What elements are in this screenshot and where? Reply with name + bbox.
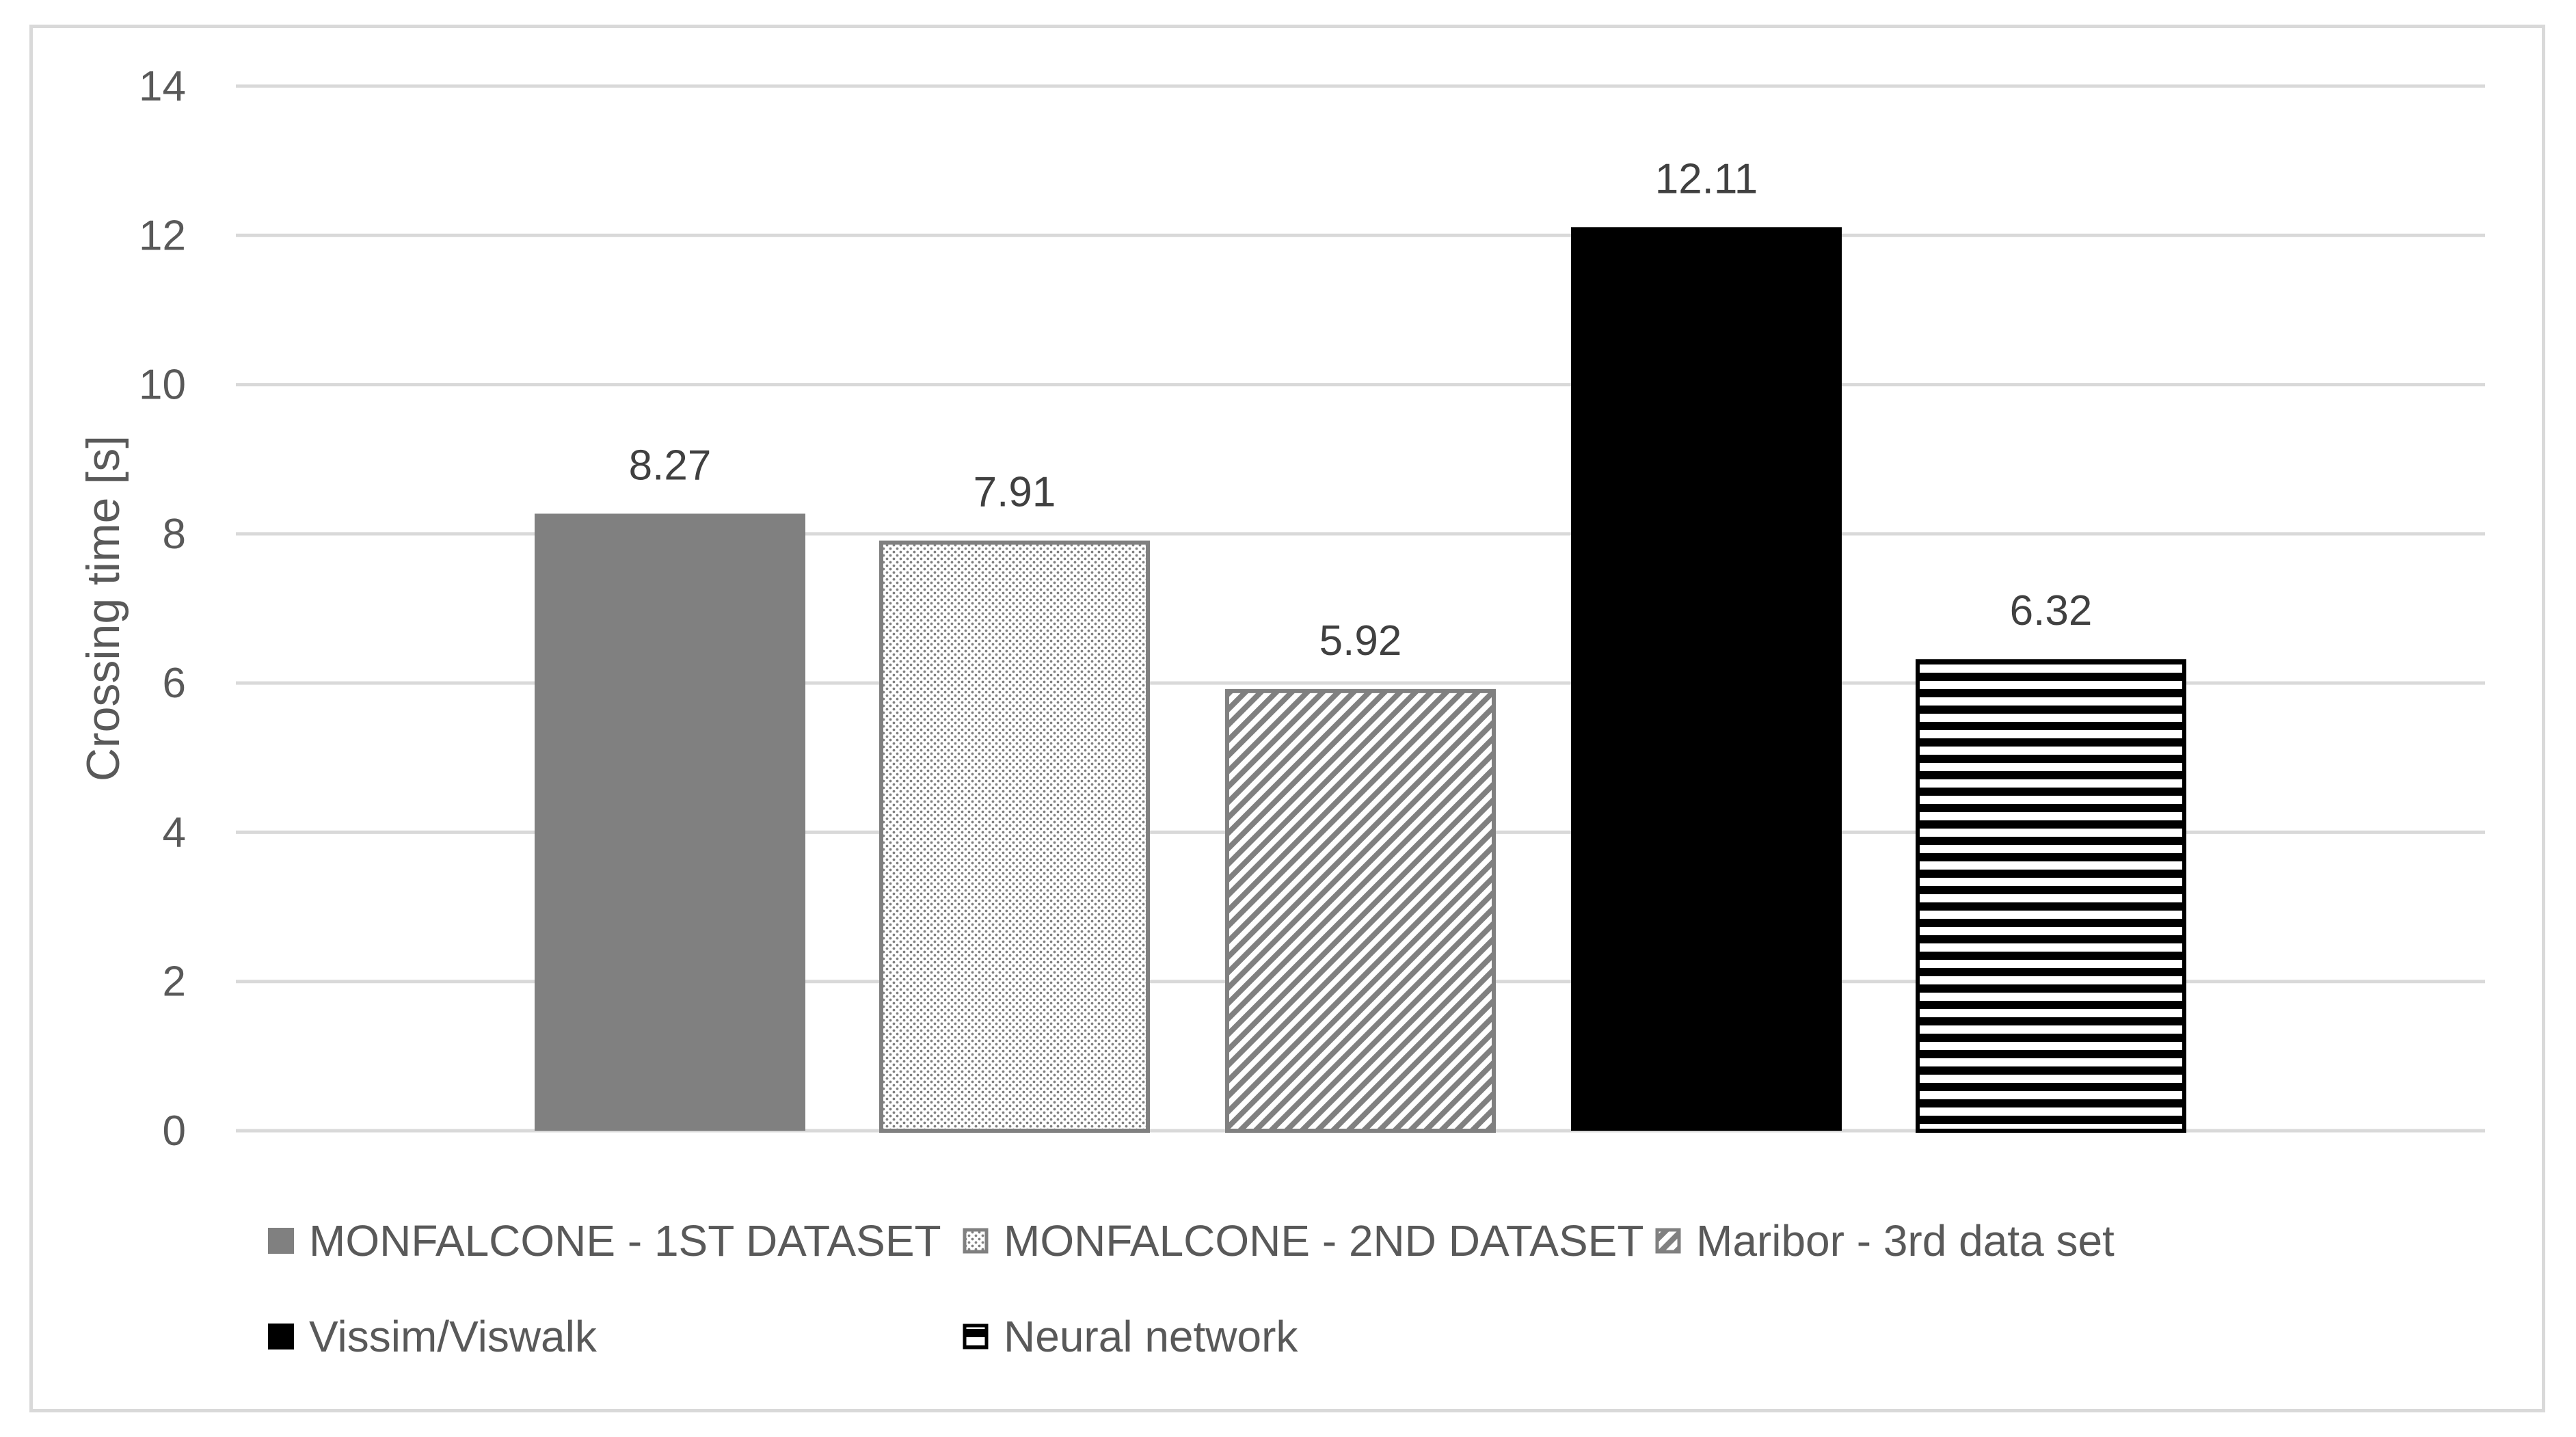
y-tick-label: 14	[139, 63, 186, 110]
y-tick-label: 2	[163, 958, 186, 1006]
y-tick-label: 6	[163, 660, 186, 707]
y-tick-label: 0	[163, 1107, 186, 1155]
legend-label-2: MONFALCONE - 2ND DATASET	[1004, 1216, 1643, 1265]
legend: MONFALCONE - 1ST DATASET MONFALCONE - 2ND…	[268, 1216, 2115, 1361]
legend-label-1: MONFALCONE - 1ST DATASET	[309, 1216, 941, 1265]
y-tick-label: 12	[139, 212, 186, 259]
bar-2	[879, 540, 1150, 1133]
bar-4	[1571, 227, 1842, 1131]
y-axis-ticks: 0 2 4 6 8 10 12 14	[139, 63, 186, 1155]
legend-swatch-2	[963, 1228, 989, 1254]
data-label-5: 6.32	[2010, 587, 2093, 634]
y-axis-title: Crossing time [s]	[77, 435, 129, 781]
legend-label-5: Neural network	[1004, 1312, 1298, 1361]
data-label-1: 8.27	[629, 442, 712, 489]
legend-swatch-5	[963, 1324, 989, 1349]
y-tick-label: 8	[163, 511, 186, 558]
bar-3	[1225, 688, 1496, 1133]
data-label-4: 12.11	[1655, 155, 1758, 202]
data-labels: 8.27 7.91 5.92 12.11 6.32	[629, 155, 2093, 664]
bar-1	[535, 513, 805, 1131]
bar-5	[1916, 659, 2186, 1133]
data-label-3: 5.92	[1319, 617, 1402, 664]
legend-swatch-1	[268, 1228, 294, 1254]
y-tick-label: 4	[163, 809, 186, 856]
legend-label-3: Maribor - 3rd data set	[1696, 1216, 2115, 1265]
legend-swatch-3	[1655, 1228, 1681, 1254]
legend-swatch-4	[268, 1324, 294, 1349]
bars	[535, 227, 2186, 1133]
data-label-2: 7.91	[974, 469, 1056, 516]
y-tick-label: 10	[139, 362, 186, 409]
legend-label-4: Vissim/Viswalk	[309, 1312, 598, 1361]
